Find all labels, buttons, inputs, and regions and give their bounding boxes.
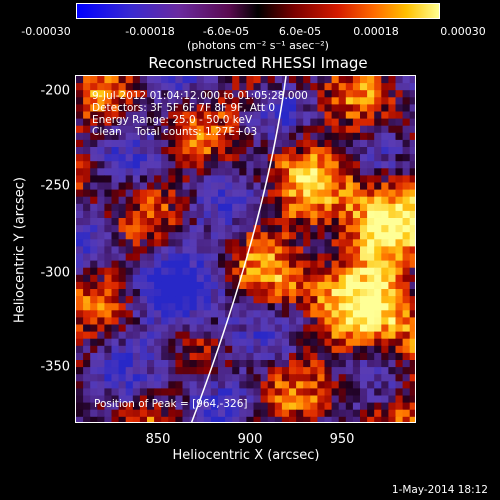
heatmap [76,76,415,422]
x-tick-label: 900 [237,432,263,447]
y-tick-label: -250 [40,178,70,194]
x-tick-label: 950 [329,432,355,447]
colorbar-tick: 6.0e-05 [278,25,322,38]
y-tick-label: -300 [40,265,70,281]
plot-title: Reconstructed RHESSI Image [148,54,368,72]
x-axis-label: Heliocentric X (arcsec) [172,448,320,463]
colorbar [76,3,440,19]
info-time-range: 9-Jul-2012 01:04:12.000 to 01:05:28.000 [92,90,308,102]
peak-position: Position of Peak = [964,-326] [94,398,248,410]
colorbar-tick: -6.0e-05 [202,25,250,38]
rhessi-image[interactable] [75,75,416,423]
info-energy-range: Energy Range: 25.0 - 50.0 keV [92,114,253,126]
y-axis-label: Heliocentric Y (arcsec) [12,177,28,323]
colorbar-units: (photons cm⁻² s⁻¹ asec⁻²) [187,39,329,52]
info-clean-counts: Clean Total counts: 1.27E+03 [92,126,258,138]
y-tick-label: -200 [40,83,70,99]
y-tick-label: -350 [40,359,70,375]
x-tick-label: 850 [145,432,171,447]
colorbar-tick: 0.00030 [440,25,486,38]
colorbar-tick: -0.00030 [21,25,71,38]
colorbar-tick: 0.00018 [353,25,399,38]
solar-limb-line [190,76,287,422]
info-detectors: Detectors: 3F 5F 6F 7F 8F 9F, Att 0 [92,102,276,114]
footer-date: 1-May-2014 18:12 [391,484,488,496]
colorbar-tick: -0.00018 [125,25,175,38]
